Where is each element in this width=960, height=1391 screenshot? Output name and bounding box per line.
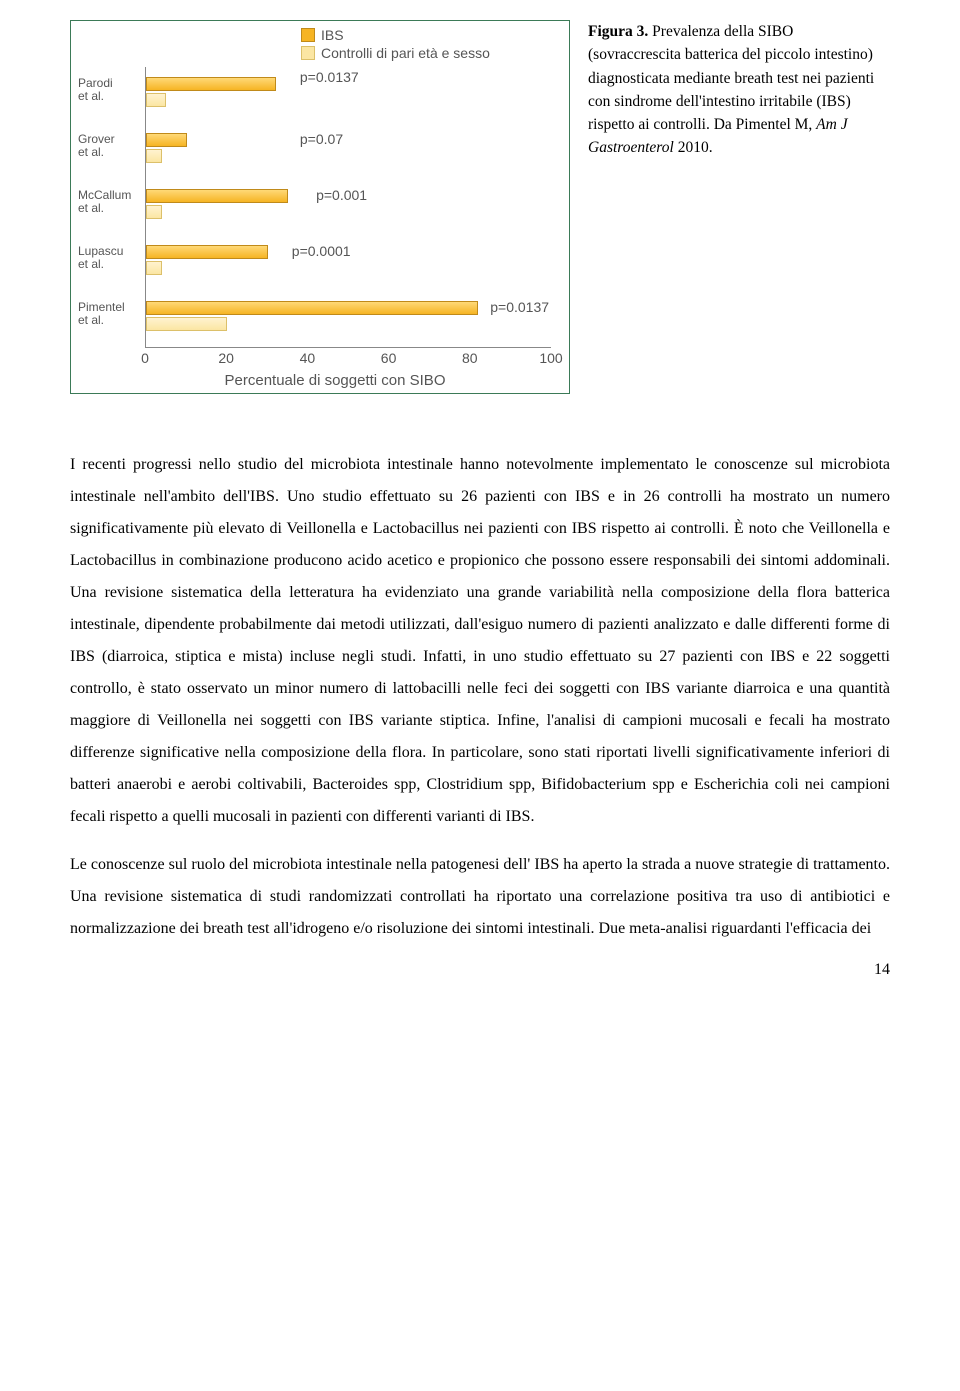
study-label: Pimentelet al. [78,301,142,327]
study-label: Groveret al. [78,133,142,159]
p-value-label: p=0.07 [300,131,343,147]
bar-ibs [146,189,288,203]
legend-row-ibs: IBS [301,27,559,43]
chart-x-title: Percentuale di soggetti con SIBO [111,372,559,389]
bar-ctrl [146,205,162,219]
p-value-label: p=0.0001 [292,243,351,259]
body-text: I recenti progressi nello studio del mic… [70,449,890,945]
x-tick: 20 [218,350,234,366]
bar-ibs [146,133,187,147]
x-tick: 80 [462,350,478,366]
study-row: Parodiet al.p=0.0137 [146,67,551,115]
bar-ibs [146,245,268,259]
paragraph-1: I recenti progressi nello studio del mic… [70,449,890,833]
figure-row: IBS Controlli di pari età e sesso Parodi… [70,20,890,394]
figure-caption: Figura 3. Prevalenza della SIBO (sovracc… [588,20,888,160]
page-number: 14 [70,961,890,979]
figure-label: Figura 3. [588,23,648,40]
study-row: Pimentelet al.p=0.0137 [146,291,551,339]
bar-ctrl [146,93,166,107]
x-tick: 60 [381,350,397,366]
legend-swatch-ibs [301,28,315,42]
p-value-label: p=0.0137 [490,299,549,315]
study-row: McCallumet al.p=0.001 [146,179,551,227]
study-row: Lupascuet al.p=0.0001 [146,235,551,283]
bar-ctrl [146,261,162,275]
chart-legend: IBS Controlli di pari età e sesso [301,27,559,61]
x-tick: 0 [141,350,149,366]
bar-ctrl [146,317,227,331]
bar-ibs [146,77,276,91]
p-value-label: p=0.0137 [300,69,359,85]
study-label: McCallumet al. [78,189,142,215]
legend-label-ctrl: Controlli di pari età e sesso [321,45,490,61]
legend-row-ctrl: Controlli di pari età e sesso [301,45,559,61]
caption-tail: 2010. [674,139,713,156]
p-value-label: p=0.001 [316,187,367,203]
paragraph-2: Le conoscenze sul ruolo del microbiota i… [70,849,890,945]
chart-container: IBS Controlli di pari età e sesso Parodi… [70,20,570,394]
bar-ibs [146,301,478,315]
x-tick: 100 [539,350,562,366]
study-label: Lupascuet al. [78,245,142,271]
study-row: Groveret al.p=0.07 [146,123,551,171]
bar-ctrl [146,149,162,163]
chart-x-ticks: 020406080100 [145,348,551,368]
chart-plot-area: Parodiet al.p=0.0137 Groveret al.p=0.07 Mc… [145,67,551,348]
legend-label-ibs: IBS [321,27,344,43]
study-label: Parodiet al. [78,77,142,103]
x-tick: 40 [300,350,316,366]
legend-swatch-ctrl [301,46,315,60]
